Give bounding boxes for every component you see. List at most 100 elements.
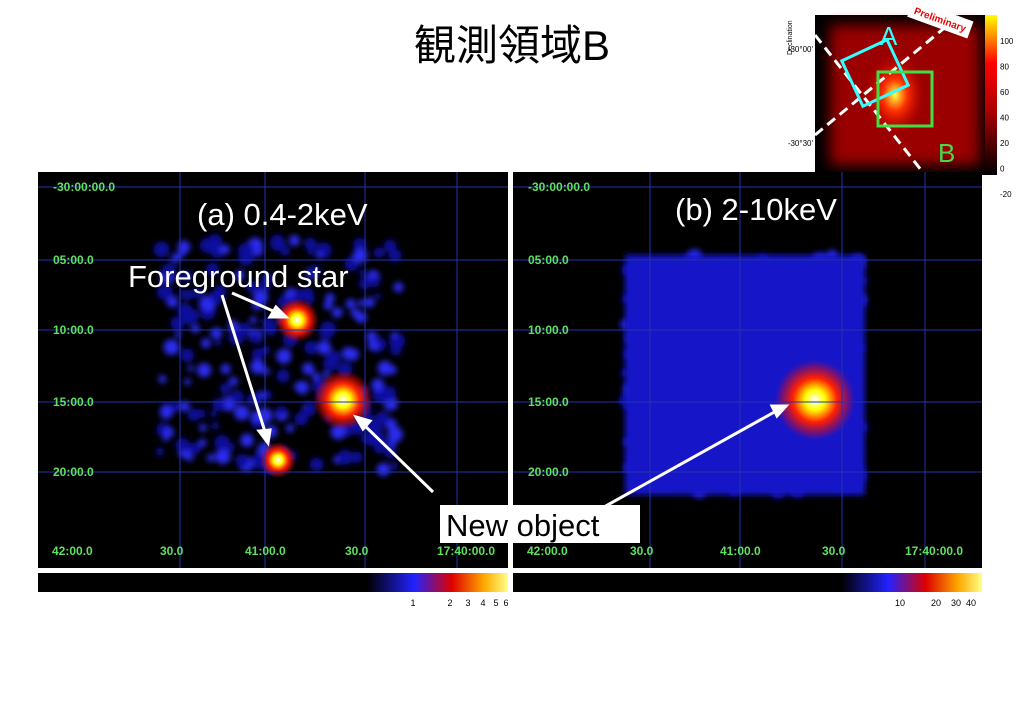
pixel [179, 289, 189, 299]
x-label: 30.0 [345, 544, 369, 558]
x-label: 30.0 [822, 544, 846, 558]
colorbar-label: 6 [503, 598, 508, 608]
source [275, 298, 319, 342]
pixel [276, 405, 287, 416]
dashed-line [813, 34, 927, 176]
pixel [294, 412, 308, 426]
pixel [307, 243, 316, 253]
pixel [196, 362, 212, 378]
pixel [212, 398, 226, 412]
pixel [390, 331, 398, 339]
y-label: 20:00.0 [528, 465, 569, 479]
y-label: 15:00.0 [528, 395, 569, 409]
colorbar-label: 30 [951, 598, 961, 608]
pixel [200, 338, 211, 349]
pixel [350, 451, 363, 464]
pixel [372, 387, 388, 403]
pixel [388, 365, 397, 375]
annotation: Foreground star [128, 259, 349, 294]
pixel [320, 321, 336, 338]
pixel [187, 408, 200, 421]
pixel [317, 340, 332, 355]
pixel [325, 293, 335, 303]
colorbar [513, 573, 982, 592]
pixel [179, 401, 190, 412]
pixel [345, 298, 356, 309]
pixel [220, 363, 231, 375]
panel-label: (b) 2-10keV [675, 192, 837, 227]
inset-colorbar-label: 80 [1000, 63, 1009, 72]
pixel [177, 303, 193, 319]
y-label: -30:00:00.0 [528, 180, 590, 194]
pixel [309, 457, 324, 472]
region-label: B [938, 138, 955, 168]
pixel [337, 449, 353, 465]
pixel [367, 425, 384, 441]
pixel [199, 423, 207, 432]
pixel [390, 344, 402, 356]
x-label: 17:40:00.0 [905, 544, 963, 558]
pixel [253, 289, 269, 305]
pixel [323, 300, 333, 310]
y-label: -30:00:00.0 [53, 180, 115, 194]
x-label: 41:00.0 [245, 544, 286, 558]
pixel [309, 265, 321, 277]
inset-colorbar [985, 15, 997, 175]
pixel [158, 375, 167, 384]
region-a [839, 37, 911, 109]
pixel [369, 276, 380, 288]
pixel [170, 401, 181, 413]
pixel [375, 411, 390, 426]
pixel [249, 316, 258, 324]
pixel [280, 246, 291, 257]
pixel [387, 426, 403, 442]
colorbar-label: 4 [480, 598, 485, 608]
inset-image: Preliminary [813, 0, 997, 176]
y-label: 15:00.0 [53, 395, 94, 409]
colorbar-label: 20 [931, 598, 941, 608]
colorbar [38, 573, 508, 592]
pixel [302, 362, 315, 375]
pixel [163, 339, 180, 356]
x-label: 41:00.0 [720, 544, 761, 558]
pixel [187, 365, 194, 372]
pixel [364, 297, 375, 308]
slide-title: 観測領域B [414, 22, 610, 69]
inset-axis-label: Declination [787, 20, 794, 55]
y-label: 20:00.0 [53, 465, 94, 479]
y-label: 10:00.0 [528, 323, 569, 337]
pixel [190, 324, 200, 334]
pixel [226, 443, 235, 452]
pixel [230, 390, 244, 404]
pixel [240, 433, 254, 447]
pixel [389, 462, 398, 471]
y-label: 05:00.0 [53, 253, 94, 267]
pixel [384, 239, 397, 252]
pixel [206, 262, 219, 276]
colorbar-label: 1 [410, 598, 415, 608]
pixel [180, 348, 194, 362]
x-label: 30.0 [160, 544, 184, 558]
pixel [355, 311, 367, 324]
pixel [304, 340, 318, 355]
pixel [315, 251, 323, 259]
stamp-bg [907, 0, 974, 39]
pixel [214, 339, 222, 346]
inset-colorbar-label: 40 [1000, 114, 1009, 123]
inset-colorbar-label: 20 [1000, 139, 1009, 148]
pixel [250, 359, 265, 374]
pixel [367, 340, 379, 351]
pixel [376, 462, 390, 477]
pixel [312, 372, 321, 381]
pixel [327, 350, 341, 364]
pixel [162, 263, 177, 278]
source [313, 370, 373, 430]
y-label: 05:00.0 [528, 253, 569, 267]
pixel [184, 378, 191, 386]
pixel [375, 247, 385, 258]
pixel [261, 345, 270, 355]
pixel [219, 244, 230, 255]
pixel [181, 270, 193, 282]
pixel [262, 367, 270, 376]
